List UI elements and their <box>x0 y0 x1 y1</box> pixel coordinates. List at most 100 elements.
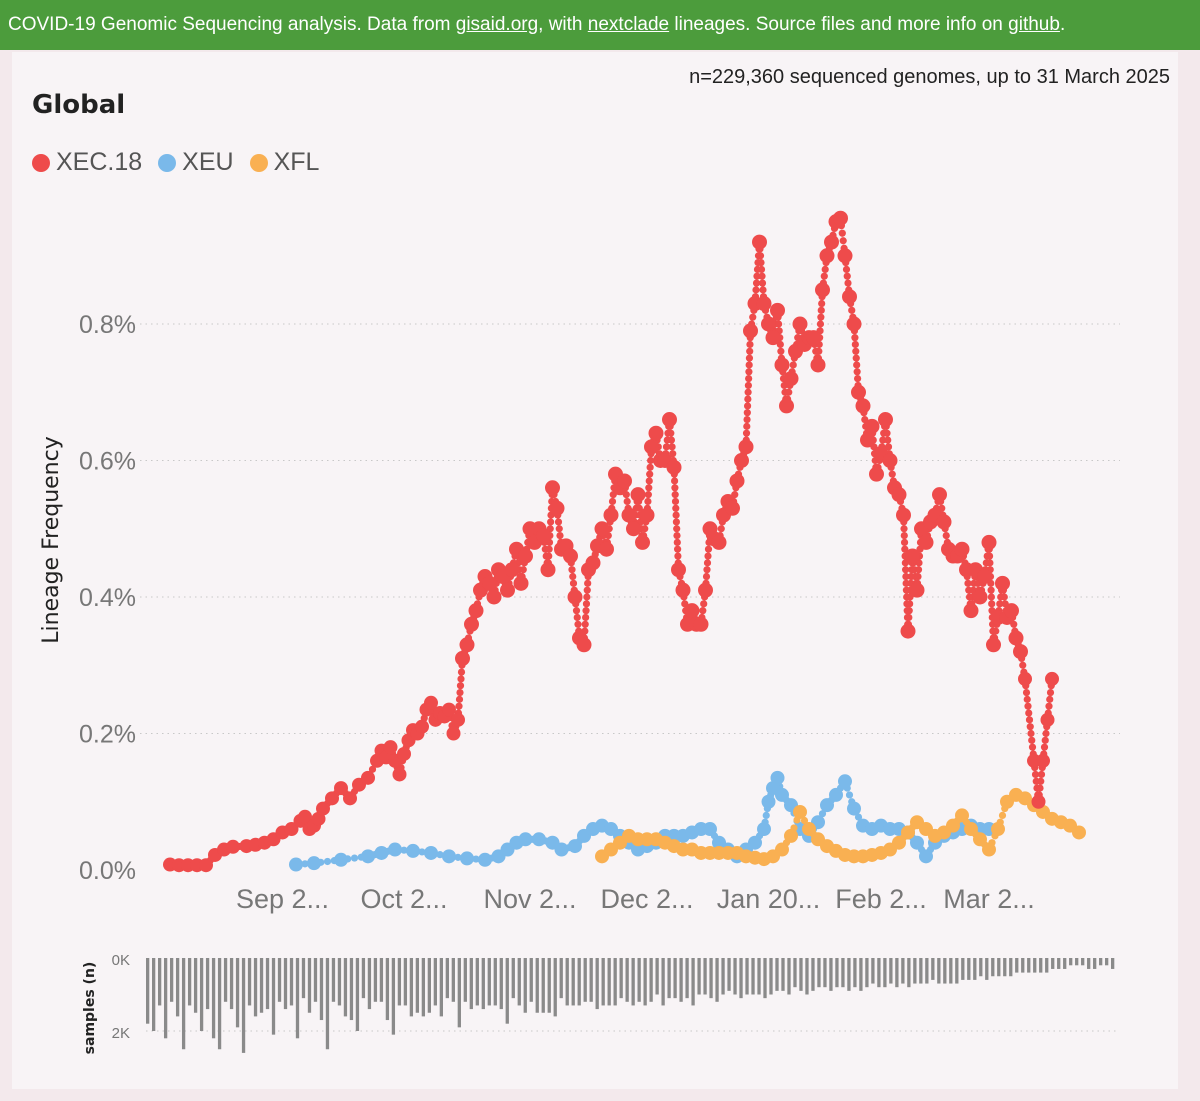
trail-dot <box>1019 661 1027 669</box>
y-tick-label: 0.2% <box>79 721 136 749</box>
sample-bar <box>217 958 222 1050</box>
data-point <box>464 616 479 632</box>
sample-bar <box>571 958 575 1006</box>
trail-dot <box>704 552 712 560</box>
trail-dot <box>1025 709 1033 717</box>
data-point <box>829 787 843 802</box>
data-point <box>815 282 830 298</box>
data-point <box>1045 671 1059 686</box>
trail-dot <box>669 450 677 458</box>
sample-bars <box>146 958 1115 1053</box>
trail-dot <box>646 463 654 471</box>
trail-dot <box>457 668 466 676</box>
trail-dot <box>884 436 892 444</box>
sample-bar <box>961 958 965 980</box>
nextclade-link[interactable]: nextclade <box>587 14 670 35</box>
data-point <box>752 234 767 250</box>
data-point <box>532 832 546 847</box>
sample-bar <box>955 958 959 984</box>
trail-dot <box>662 443 671 451</box>
trail-dot <box>986 552 994 560</box>
trail-dot <box>671 477 679 485</box>
sample-bar <box>529 958 533 1002</box>
sample-bar <box>847 958 851 991</box>
trail-dot <box>996 600 1004 608</box>
trail-dot <box>800 816 809 825</box>
trail-dot <box>744 395 752 403</box>
gisaid-link[interactable]: gisaid.org <box>455 14 539 35</box>
data-point <box>684 603 700 619</box>
data-point <box>446 726 461 741</box>
data-point <box>567 589 583 605</box>
sample-bar <box>547 958 551 1013</box>
sample-bar <box>853 958 857 988</box>
x-tick-label: Sep 2... <box>236 884 329 914</box>
trail-dot <box>854 375 862 383</box>
sample-bar <box>895 958 899 988</box>
sample-bar <box>871 958 875 984</box>
data-point <box>810 357 826 373</box>
data-point <box>918 534 934 550</box>
chart-legend: XEC.18 XEU XFL <box>32 148 319 177</box>
sample-bar <box>283 958 288 1010</box>
trail-dot <box>456 688 464 697</box>
data-point <box>298 809 312 824</box>
legend-item[interactable]: XFL <box>249 148 320 177</box>
sample-bar <box>439 958 443 1017</box>
data-point <box>1031 794 1046 809</box>
sample-bar <box>649 958 653 1002</box>
sample-bar <box>685 958 689 999</box>
trail-dot <box>884 443 893 451</box>
bar-y-tick-label: 0K <box>112 952 130 969</box>
data-point <box>738 439 754 455</box>
data-point <box>536 528 551 544</box>
sample-bar <box>673 958 677 999</box>
trail-dot <box>818 299 826 308</box>
data-point <box>982 842 996 857</box>
y-tick-label: 0.0% <box>79 857 136 885</box>
legend-item[interactable]: XEC.18 <box>32 148 142 177</box>
trail-dot <box>583 593 591 601</box>
sample-bar <box>169 958 174 1002</box>
sample-bar <box>163 958 168 1039</box>
trail-dot <box>854 813 863 821</box>
sample-bar <box>181 958 186 1050</box>
legend-item[interactable]: XEU <box>158 148 234 177</box>
trail-dot <box>674 545 682 553</box>
data-point <box>540 562 556 578</box>
trail-dot <box>700 600 708 608</box>
data-point <box>199 858 213 873</box>
legend-label: XFL <box>273 148 320 176</box>
sample-bar <box>643 958 647 1006</box>
github-link[interactable]: github <box>1008 14 1060 35</box>
trail-dot <box>717 525 725 533</box>
trail-dot <box>1041 736 1049 744</box>
trail-dot <box>400 846 408 854</box>
sample-bar <box>973 958 977 980</box>
sample-bar <box>1003 958 1007 977</box>
data-point <box>594 521 610 537</box>
sample-bar <box>445 958 449 999</box>
sample-bar <box>841 958 845 988</box>
trail-dot <box>457 675 465 683</box>
trail-dot <box>1023 695 1031 703</box>
trail-dot <box>845 791 854 799</box>
sample-bar <box>787 958 791 995</box>
trail-dot <box>1031 770 1040 779</box>
trail-dot <box>574 620 582 628</box>
data-point <box>383 740 398 755</box>
trail-dot <box>519 566 527 574</box>
trail-dot <box>671 484 679 492</box>
sample-bar <box>541 958 545 1013</box>
data-point <box>334 852 348 867</box>
sample-bar <box>991 958 995 977</box>
data-point <box>585 555 601 571</box>
trail-dot <box>883 429 891 437</box>
trail-dot <box>998 811 1007 820</box>
data-point <box>630 487 646 503</box>
data-point <box>554 842 569 857</box>
sample-bar <box>655 958 659 995</box>
sample-bar <box>733 958 737 995</box>
trail-dot <box>436 851 444 859</box>
data-point <box>973 832 987 847</box>
